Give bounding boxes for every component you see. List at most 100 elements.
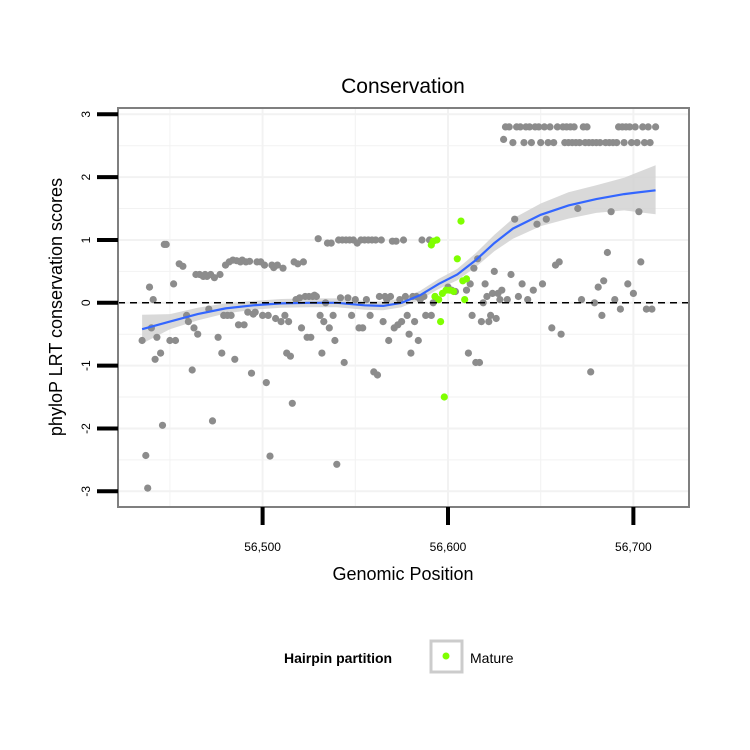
data-point xyxy=(635,208,643,216)
data-point xyxy=(266,452,274,460)
data-point xyxy=(652,123,660,131)
data-point xyxy=(464,349,472,357)
data-point xyxy=(646,139,654,147)
data-point xyxy=(626,123,634,131)
data-point xyxy=(488,289,497,297)
data-point xyxy=(427,311,435,319)
y-tick-label: 1 xyxy=(79,236,93,243)
data-point xyxy=(216,270,224,279)
data-point xyxy=(149,296,157,304)
data-point xyxy=(385,336,393,345)
data-point xyxy=(340,358,348,367)
data-point xyxy=(511,215,519,223)
data-point xyxy=(259,311,267,319)
data-point-mature xyxy=(440,393,448,401)
data-point xyxy=(540,123,549,131)
data-point xyxy=(362,296,370,304)
data-point-mature xyxy=(457,217,465,225)
confidence-band-area xyxy=(142,165,656,344)
data-point xyxy=(503,296,511,304)
data-point xyxy=(557,330,565,338)
x-tick-label: 56,600 xyxy=(430,540,467,554)
data-point xyxy=(475,358,484,367)
data-point xyxy=(514,292,523,301)
data-point xyxy=(297,324,306,332)
data-point xyxy=(208,417,217,425)
data-point xyxy=(590,299,599,307)
data-point xyxy=(485,318,493,326)
data-point xyxy=(648,305,656,313)
data-point xyxy=(344,294,352,302)
data-point xyxy=(642,305,651,313)
data-point xyxy=(411,318,419,326)
data-point xyxy=(644,123,652,131)
x-axis-title: Genomic Position xyxy=(332,564,473,584)
data-point xyxy=(210,274,218,282)
data-point xyxy=(516,123,524,131)
data-point xyxy=(262,379,270,387)
data-point xyxy=(273,261,281,269)
data-point xyxy=(418,236,426,244)
data-point xyxy=(518,280,526,288)
data-point xyxy=(535,123,543,131)
data-point xyxy=(372,236,380,244)
legend-label-mature: Mature xyxy=(470,650,514,666)
data-point-mature xyxy=(433,236,441,244)
data-point xyxy=(624,280,632,288)
data-point xyxy=(327,239,335,247)
data-point xyxy=(598,311,606,319)
data-point-mature xyxy=(461,296,469,304)
data-point xyxy=(596,139,604,147)
data-point xyxy=(492,314,500,323)
panel-border xyxy=(117,107,690,508)
data-point xyxy=(318,349,326,357)
data-point xyxy=(166,336,174,345)
data-point xyxy=(272,314,280,323)
data-point xyxy=(218,349,226,357)
legend-key-mature-icon xyxy=(442,652,450,660)
data-point xyxy=(251,308,259,316)
data-point xyxy=(401,292,409,301)
data-point xyxy=(594,283,602,291)
data-point xyxy=(188,366,196,374)
data-point-mature xyxy=(453,255,461,263)
data-point xyxy=(377,236,385,244)
data-point xyxy=(144,484,152,492)
data-point xyxy=(468,311,476,319)
data-point xyxy=(184,318,192,326)
data-point xyxy=(477,318,485,326)
data-point xyxy=(260,261,269,269)
y-tick-label: 0 xyxy=(79,299,93,306)
data-point xyxy=(162,240,170,248)
data-point xyxy=(314,235,322,243)
data-point xyxy=(403,311,411,319)
data-point xyxy=(151,355,159,363)
data-point xyxy=(526,123,534,131)
data-point xyxy=(629,289,638,297)
data-point-mature xyxy=(462,275,471,283)
data-point xyxy=(157,349,165,357)
data-point xyxy=(520,139,528,147)
data-point xyxy=(574,204,582,213)
data-point xyxy=(616,305,625,313)
data-point xyxy=(386,292,395,301)
data-point xyxy=(329,311,337,319)
data-point xyxy=(171,336,180,345)
data-point xyxy=(359,324,367,332)
y-tick-label: -1 xyxy=(79,360,93,371)
data-point xyxy=(227,311,235,319)
data-point xyxy=(392,237,400,245)
data-point xyxy=(264,311,272,319)
data-point xyxy=(637,258,645,266)
data-point xyxy=(333,460,341,468)
data-point xyxy=(576,139,584,147)
data-point xyxy=(600,277,608,285)
data-point xyxy=(548,324,556,332)
data-point xyxy=(481,280,489,288)
data-point xyxy=(286,352,294,360)
data-point xyxy=(145,283,154,291)
data-point xyxy=(190,324,198,332)
data-point xyxy=(277,318,285,326)
data-points xyxy=(138,123,660,492)
data-point xyxy=(633,139,641,147)
